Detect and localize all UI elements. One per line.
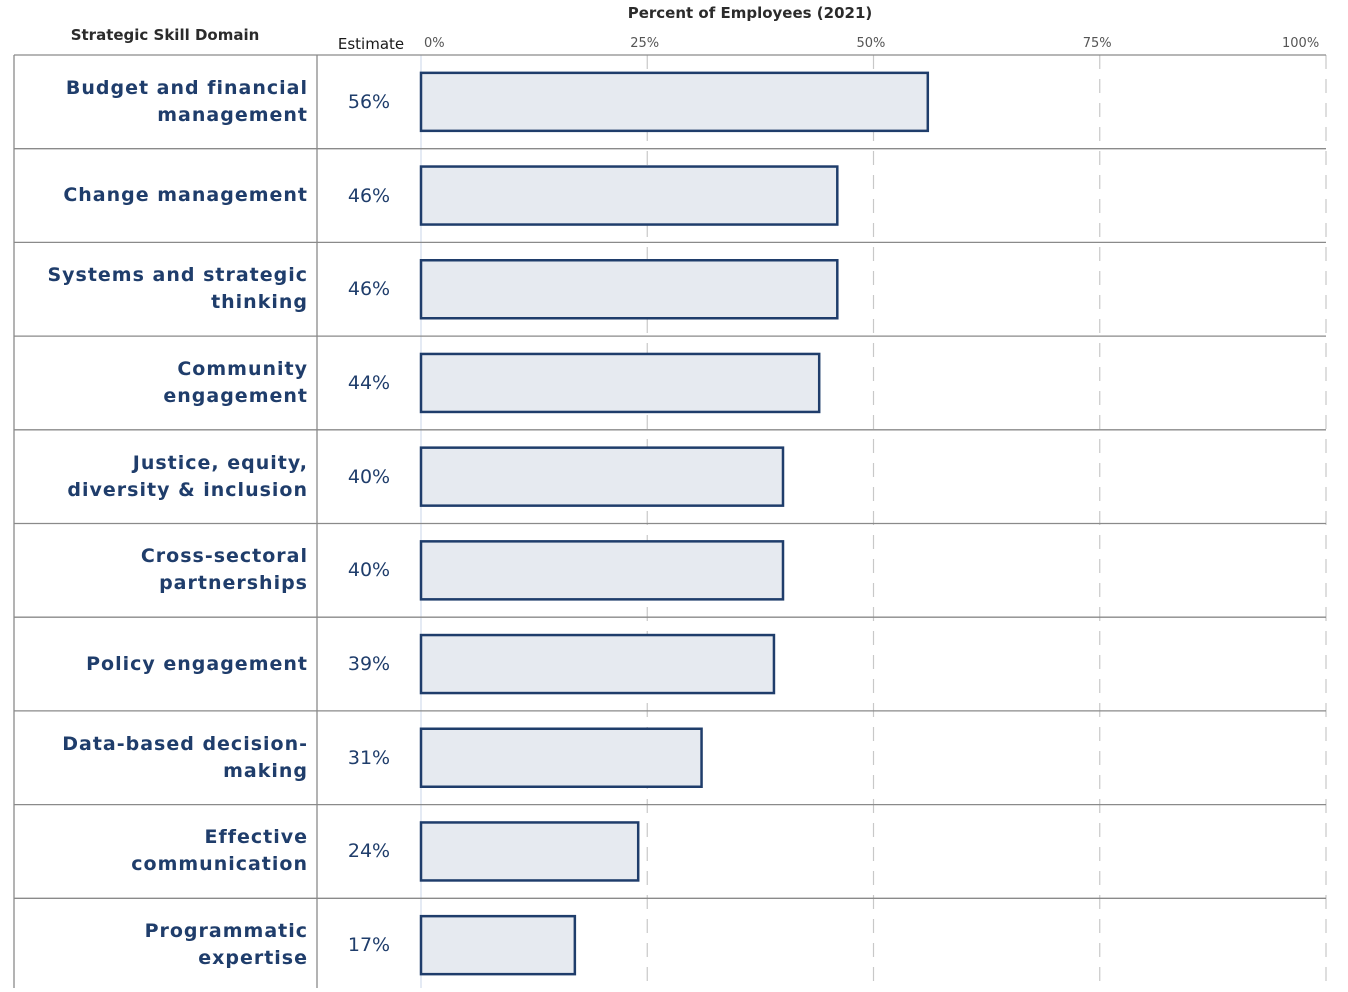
category-label-line: Budget and financial <box>65 76 308 99</box>
estimate-value: 39% <box>347 653 391 676</box>
x-tick-label: 0% <box>424 36 445 51</box>
category-label-line: engagement <box>163 384 308 407</box>
column-header-estimate: Estimate <box>337 35 405 53</box>
bar-4 <box>419 352 821 414</box>
category-label-line: communication <box>131 853 308 876</box>
bar-10 <box>419 914 577 976</box>
x-tick-label: 25% <box>630 36 660 51</box>
category-label: Change management <box>20 149 308 243</box>
bar-1 <box>419 71 930 133</box>
x-tick-label: 100% <box>1282 36 1320 51</box>
category-label: Justice, equity, diversity & inclusion <box>20 430 308 524</box>
estimate-value: 40% <box>347 559 391 582</box>
category-label-line: Change management <box>63 184 308 207</box>
category-label-line: Data-based decision- <box>62 732 308 755</box>
x-tick-label: 75% <box>1082 36 1112 51</box>
estimate-value: 31% <box>347 746 391 769</box>
category-label: Community engagement <box>20 336 308 430</box>
column-header-domain: Strategic Skill Domain <box>70 26 260 44</box>
estimate-value: 44% <box>347 371 391 394</box>
estimate-value: 17% <box>347 934 391 957</box>
category-label: Systems and strategic thinking <box>20 242 308 336</box>
bar-5 <box>419 446 785 507</box>
category-label: Effective communication <box>20 805 308 899</box>
category-label-line: making <box>223 759 308 782</box>
category-label-line: Effective <box>204 826 308 849</box>
category-label-line: diversity & inclusion <box>67 478 308 501</box>
category-label-line: expertise <box>198 947 308 970</box>
category-label: Programmatic expertise <box>20 898 308 992</box>
category-label: Data-based decision-making <box>20 711 308 805</box>
bar-2 <box>419 165 839 226</box>
category-label: Cross-sectoral partnerships <box>20 524 308 618</box>
estimate-value: 24% <box>347 840 391 863</box>
estimate-value: 40% <box>347 465 391 488</box>
estimate-value: 46% <box>347 184 391 207</box>
category-label: Budget and financial management <box>20 55 308 149</box>
category-label-line: thinking <box>211 291 308 314</box>
bar-6 <box>419 540 785 601</box>
category-label-line: management <box>157 103 308 126</box>
bar-3 <box>419 259 839 320</box>
category-label-line: Community <box>177 357 308 380</box>
estimate-value: 56% <box>347 90 391 113</box>
bar-9 <box>419 821 640 882</box>
bar-7 <box>419 633 776 695</box>
x-tick-label: 50% <box>856 36 886 51</box>
category-label-line: Systems and strategic <box>47 264 308 287</box>
category-label-line: Programmatic <box>144 920 308 943</box>
category-label: Policy engagement <box>20 617 308 711</box>
category-label-line: Policy engagement <box>86 652 308 675</box>
category-label-line: Cross-sectoral <box>140 545 308 568</box>
estimate-value: 46% <box>347 278 391 301</box>
category-label-line: Justice, equity, <box>132 451 308 474</box>
bar-8 <box>419 727 703 788</box>
category-label-line: partnerships <box>159 572 308 595</box>
axis-title: Percent of Employees (2021) <box>627 4 873 22</box>
